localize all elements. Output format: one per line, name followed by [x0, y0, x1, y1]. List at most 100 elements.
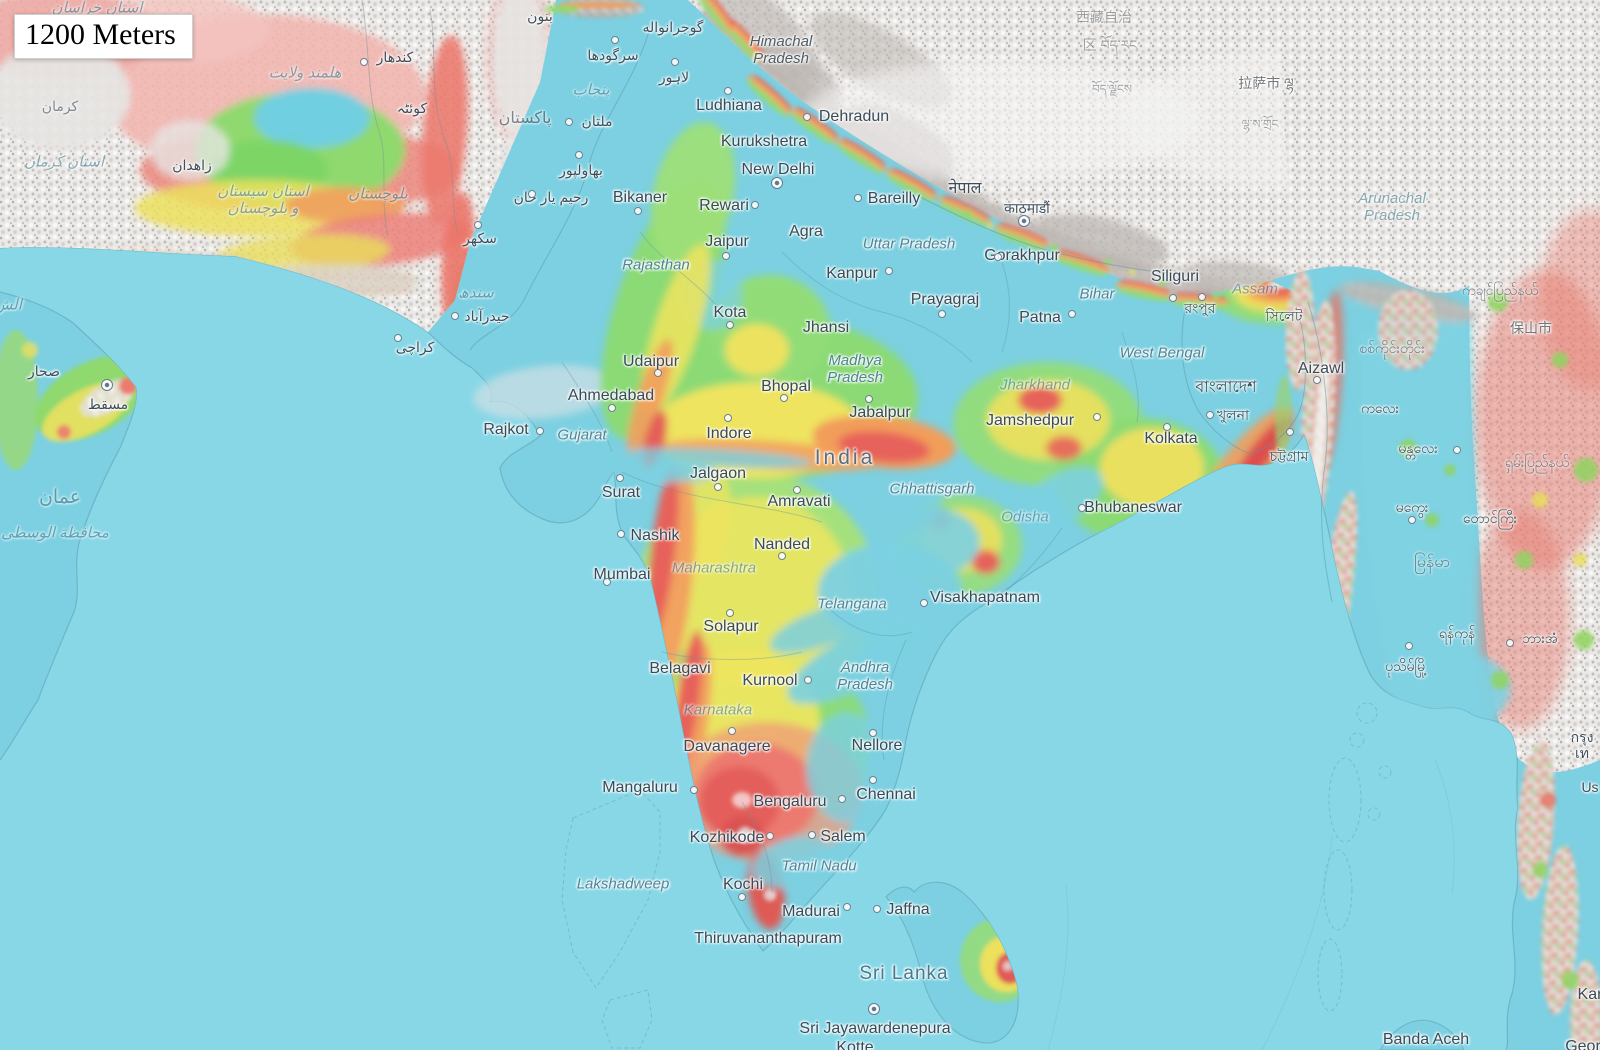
- map-label: 保山市: [1510, 319, 1552, 336]
- city-marker: [565, 118, 573, 126]
- map-label: Kota: [713, 303, 747, 321]
- map-label: بنون: [527, 7, 553, 24]
- map-label: नेपाल: [948, 179, 982, 197]
- map-label: Kolkata: [1144, 429, 1198, 447]
- map-label: Mangaluru: [602, 778, 678, 796]
- map-label: সিলেট: [1265, 307, 1303, 324]
- map-label: Geor: [1565, 1037, 1600, 1050]
- capital-marker: [101, 379, 113, 391]
- elevation-control[interactable]: 1200 Meters: [14, 14, 193, 59]
- city-marker: [528, 190, 536, 198]
- map-label: لاہور: [658, 68, 690, 85]
- city-marker: [808, 831, 816, 839]
- map-label: حیدرآباد: [464, 307, 510, 324]
- map-label: ဘားအံ: [1522, 629, 1558, 646]
- map-label: Arunachal Pradesh: [1358, 189, 1426, 224]
- map-label: بهاولپور: [559, 161, 603, 178]
- map-label: Amravati: [767, 492, 831, 510]
- map-label: Himachal Pradesh: [749, 32, 813, 67]
- map-label: ملتان: [581, 112, 613, 129]
- map-label: Thiruvananthapuram: [694, 929, 842, 947]
- map-label: བོད་ལྗོངས: [1091, 82, 1133, 97]
- city-marker: [608, 404, 616, 412]
- city-marker: [634, 207, 642, 215]
- map-label: খুলনা: [1216, 406, 1250, 423]
- city-marker: [920, 599, 928, 607]
- city-marker: [1206, 411, 1214, 419]
- map-label: বাংলাদেশ: [1195, 378, 1257, 396]
- map-label: Tamil Nadu: [781, 857, 857, 875]
- capital-marker: [771, 177, 783, 189]
- map-label: Nanded: [753, 535, 811, 553]
- map-label: Andhra Pradesh: [837, 658, 893, 693]
- city-marker: [1313, 376, 1321, 384]
- map-label: Aizawl: [1297, 359, 1345, 377]
- map-label: Mumbai: [593, 565, 651, 583]
- map-label: Jamshedpur: [985, 411, 1075, 429]
- map-label: 西藏自治: [1076, 8, 1132, 25]
- city-marker: [603, 578, 611, 586]
- city-marker: [1078, 504, 1086, 512]
- map-label: Bareilly: [867, 189, 921, 207]
- map-label: کوئٹہ: [396, 99, 428, 116]
- map-label: Kotte: [836, 1038, 874, 1050]
- map-label: Kurnool: [742, 671, 798, 689]
- city-marker: [474, 221, 482, 229]
- map-label: Banda Aceh: [1382, 1030, 1470, 1048]
- city-marker: [451, 312, 459, 320]
- city-marker: [726, 321, 734, 329]
- map-label: سندھ: [458, 284, 494, 302]
- map-label: Bhubaneswar: [1084, 498, 1182, 516]
- map-label: Nellore: [851, 736, 903, 754]
- map-label: Dehradun: [818, 107, 890, 125]
- map-label: Uttar Pradesh: [862, 235, 956, 253]
- map-label: Indore: [706, 424, 752, 442]
- map-label: Ahmedabad: [567, 386, 655, 404]
- city-marker: [873, 905, 881, 913]
- city-marker: [724, 414, 732, 422]
- city-marker: [1068, 310, 1076, 318]
- city-marker: [766, 832, 774, 840]
- map-label: Belagavi: [649, 659, 711, 677]
- city-marker: [1405, 642, 1413, 650]
- map-label: Prayagraj: [910, 290, 980, 308]
- city-marker: [575, 151, 583, 159]
- map-label: 拉萨市 ལྷ: [1238, 74, 1294, 91]
- city-marker: [728, 727, 736, 735]
- map-label: စစ်ကိုင်းတိုင်း: [1359, 339, 1425, 356]
- city-marker: [1163, 423, 1171, 431]
- map-label: Sri Lanka: [859, 963, 949, 985]
- city-marker: [617, 530, 625, 538]
- map-label: کراچی: [395, 338, 435, 355]
- map-label: Salem: [820, 827, 866, 845]
- map-label: رحیم یار خان: [513, 188, 589, 205]
- map-label: کرمان: [41, 97, 79, 114]
- map-label: Jaffna: [886, 900, 930, 918]
- map-label: Siliguri: [1150, 267, 1200, 285]
- city-marker: [724, 87, 732, 95]
- map-label: Karnataka: [683, 701, 753, 719]
- map-label: काठमाडौं: [1004, 199, 1050, 216]
- map-label: Bhopal: [761, 377, 811, 395]
- map-label: سرگودها: [587, 46, 639, 63]
- map-label: Kanpur: [826, 264, 878, 282]
- city-marker: [1408, 516, 1416, 524]
- map-label: Assam: [1232, 280, 1278, 298]
- map-label: ရှမ်းပြည်နယ်: [1504, 453, 1570, 470]
- city-marker: [714, 483, 722, 491]
- city-marker: [536, 427, 544, 435]
- city-marker: [854, 194, 862, 202]
- map-label: রংপুর: [1184, 299, 1216, 316]
- city-marker: [1169, 294, 1177, 302]
- city-marker: [804, 676, 812, 684]
- city-marker: [1453, 446, 1461, 454]
- map-label: Us: [1581, 778, 1599, 795]
- map-label: Chennai: [856, 785, 916, 803]
- map-label: Kochi: [722, 875, 764, 893]
- map-label: Jaipur: [705, 232, 749, 250]
- capital-marker: [1018, 215, 1030, 227]
- city-marker: [690, 786, 698, 794]
